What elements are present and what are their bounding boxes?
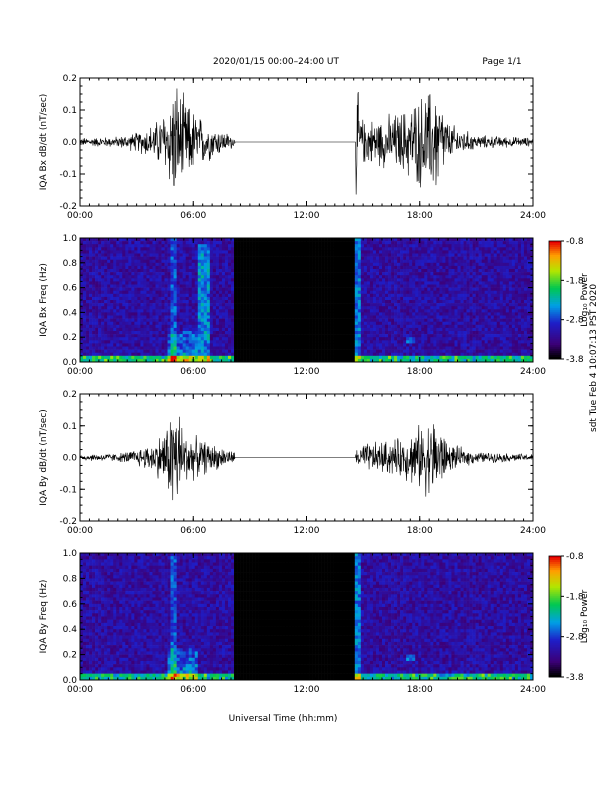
colorbar-tick-label: -3.8 (566, 355, 584, 365)
x-tick-label: 06:00 (180, 367, 206, 377)
y-tick-label: 0.0 (63, 454, 78, 464)
x-tick-label: 00:00 (67, 367, 93, 377)
y-axis-label: IQA By Freq (Hz) (39, 580, 49, 654)
y-tick-label: 0.4 (63, 625, 78, 635)
x-tick-label: 00:00 (67, 685, 93, 695)
x-tick-label: 24:00 (520, 211, 546, 221)
x-tick-label: 24:00 (520, 367, 546, 377)
x-tick-label: 24:00 (520, 685, 546, 695)
y-tick-label: 0.6 (63, 600, 78, 610)
x-tick-label: 12:00 (294, 526, 320, 536)
y-tick-label: 0.8 (63, 574, 78, 584)
trace-line (80, 417, 533, 500)
y-tick-label: -0.1 (59, 170, 77, 180)
colorbar-label: Log₁₀ Power (580, 590, 590, 644)
x-tick-label: 12:00 (294, 367, 320, 377)
panel-3: 0.20.10.0-0.1-0.200:00 06:00 12:00 18:00 24:… (39, 390, 546, 536)
y-axis-label: IQA Bx dB/dt (nT/sec) (39, 94, 49, 191)
date-range-title: 2020/01/15 00:00–24:00 UT (213, 57, 340, 67)
y-tick-label: 0.0 (63, 138, 78, 148)
x-tick-label: 18:00 (407, 367, 433, 377)
x-tick-label: 12:00 (294, 211, 320, 221)
x-tick-label: 06:00 (180, 526, 206, 536)
colorbar-tick-label: -0.8 (566, 552, 584, 562)
spectrogram-cells (80, 553, 533, 680)
y-tick-label: 0.2 (63, 651, 77, 661)
x-axis-label: Universal Time (hh:mm) (229, 714, 338, 724)
y-tick-label: 1.0 (63, 234, 78, 244)
y-tick-label: 0.2 (63, 333, 77, 343)
x-tick-label: 18:00 (407, 685, 433, 695)
y-tick-label: 0.1 (63, 106, 77, 116)
y-tick-label: 0.4 (63, 308, 78, 318)
side-note: sdt Tue Feb 4 10:07:13 PST 2020 (589, 284, 599, 432)
y-tick-label: 1.0 (63, 549, 78, 559)
y-tick-label: 0.6 (63, 284, 78, 294)
x-tick-label: 06:00 (180, 685, 206, 695)
y-axis-label: IQA By dB/dt (nT/sec) (39, 409, 49, 506)
x-tick-label: 18:00 (407, 526, 433, 536)
y-tick-label: 0.2 (63, 74, 77, 84)
y-tick-label: 0.2 (63, 390, 77, 400)
panel-1: 0.20.10.0-0.1-0.200:00 06:00 12:00 18:00 24:… (39, 74, 546, 221)
x-tick-label: 06:00 (180, 211, 206, 221)
y-axis-label: IQA Bx Freq (Hz) (39, 263, 49, 337)
page-label: Page 1/1 (482, 57, 521, 67)
x-tick-label: 12:00 (294, 685, 320, 695)
colorbar-tick-label: -0.8 (566, 237, 584, 247)
x-tick-label: 00:00 (67, 526, 93, 536)
colorbar-tick-label: -3.8 (566, 673, 584, 683)
y-tick-label: -0.1 (59, 485, 77, 495)
y-tick-label: 0.8 (63, 259, 78, 269)
x-tick-label: 18:00 (407, 211, 433, 221)
trace-line (80, 88, 533, 194)
x-tick-label: 24:00 (520, 526, 546, 536)
y-tick-label: 0.1 (63, 422, 77, 432)
x-tick-label: 00:00 (67, 211, 93, 221)
spectrogram-cells (80, 238, 533, 362)
colorbar-label: Log₁₀ Power (580, 273, 590, 327)
